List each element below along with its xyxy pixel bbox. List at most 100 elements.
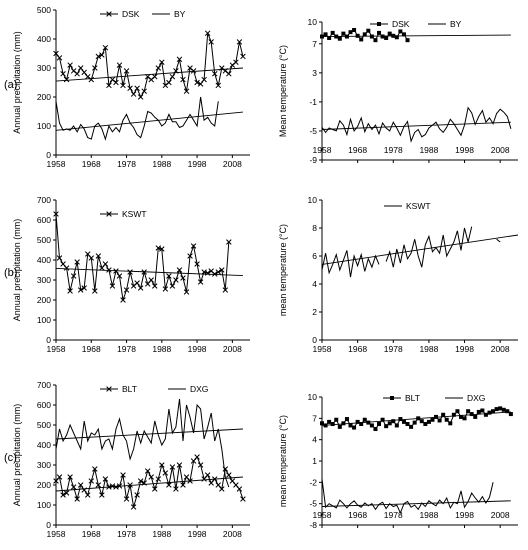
data-point-BLT xyxy=(162,470,169,476)
x-tick-label: 1968 xyxy=(82,344,101,354)
data-point-KSWT xyxy=(74,259,80,265)
data-point-BLT xyxy=(409,424,414,429)
data-point-BLT xyxy=(501,407,506,412)
data-point-DSK xyxy=(401,32,406,37)
data-point-BLT xyxy=(362,417,367,422)
data-point-BLT xyxy=(341,421,346,426)
data-point-BLT xyxy=(355,419,360,424)
data-point-DSK xyxy=(56,55,63,61)
y-tick-label: 10 xyxy=(308,195,318,205)
data-point-KSWT xyxy=(109,283,116,289)
data-point-BLT xyxy=(211,476,218,482)
data-point-DSK xyxy=(123,68,130,74)
data-point-DSK xyxy=(106,82,112,89)
trendline-BY xyxy=(321,121,511,130)
data-point-BLT xyxy=(63,490,70,496)
data-point-DSK xyxy=(197,81,204,87)
data-point-BLT xyxy=(226,472,232,478)
data-point-DSK xyxy=(137,94,144,100)
data-point-BLT xyxy=(176,462,183,468)
data-point-KSWT xyxy=(219,267,225,273)
data-point-BLT xyxy=(451,412,456,417)
x-tick-label: 1988 xyxy=(419,510,438,520)
data-point-KSWT xyxy=(81,285,87,291)
data-point-DSK xyxy=(60,71,66,77)
data-point-BLT xyxy=(487,410,492,415)
data-point-DSK xyxy=(215,82,222,89)
y-tick-label: 8 xyxy=(312,223,317,233)
data-point-BLT xyxy=(405,422,410,427)
data-point-BLT xyxy=(330,422,335,427)
data-point-DSK xyxy=(359,37,364,42)
data-point-DSK xyxy=(180,76,186,83)
data-point-DSK xyxy=(344,34,349,39)
data-point-BLT xyxy=(137,478,144,484)
data-point-DSK xyxy=(169,73,176,80)
data-point-BLT xyxy=(141,480,147,486)
data-point-DSK xyxy=(92,65,98,71)
data-point-BLT xyxy=(99,492,105,498)
data-point-DSK xyxy=(337,36,342,41)
data-point-BLT xyxy=(483,412,488,417)
y-tick-label: 7 xyxy=(312,413,317,423)
y-tick-label: -9 xyxy=(309,155,317,165)
x-tick-label: 1988 xyxy=(152,159,171,169)
data-point-BLT xyxy=(469,412,474,417)
data-point-BLT xyxy=(398,417,403,422)
series-line-KSWT xyxy=(321,226,501,278)
data-point-DSK xyxy=(240,53,246,60)
series-line-DXG xyxy=(321,478,494,515)
data-point-KSWT xyxy=(180,275,186,281)
data-point-DSK xyxy=(88,76,95,83)
x-tick-label: 1968 xyxy=(348,344,367,354)
legend-label-BY: BY xyxy=(450,19,462,29)
trendline-KSWT xyxy=(321,234,519,265)
data-point-DSK xyxy=(391,33,396,38)
x-tick-label: 1958 xyxy=(313,145,332,155)
y-tick-label: 600 xyxy=(37,215,51,225)
data-point-DSK xyxy=(77,65,84,71)
data-point-KSWT xyxy=(120,297,126,303)
data-point-DSK xyxy=(384,35,389,40)
x-tick-label: 1998 xyxy=(188,159,207,169)
data-point-KSWT xyxy=(197,279,204,285)
legend-label-KSWT: KSWT xyxy=(406,201,431,211)
data-point-BLT xyxy=(148,474,154,480)
data-point-BLT xyxy=(92,466,98,472)
data-point-KSWT xyxy=(226,239,232,245)
data-point-BLT xyxy=(180,482,186,488)
data-point-KSWT xyxy=(95,253,102,259)
data-point-DSK xyxy=(373,38,378,43)
data-point-BLT xyxy=(434,414,439,419)
y-tick-label: 6 xyxy=(312,251,317,261)
data-point-BLT xyxy=(401,419,406,424)
data-point-KSWT xyxy=(176,267,183,273)
data-point-BLT xyxy=(494,407,499,412)
x-tick-label: 1968 xyxy=(348,510,367,520)
data-point-BLT xyxy=(377,422,382,427)
data-point-DSK xyxy=(130,91,137,97)
data-point-BLT xyxy=(60,492,66,498)
data-point-DSK xyxy=(327,35,332,40)
data-point-DSK xyxy=(120,82,126,89)
data-point-DSK xyxy=(204,30,211,36)
legend-marker-BLT xyxy=(106,386,112,392)
data-point-DSK xyxy=(67,62,73,68)
legend-marker-DSK xyxy=(106,11,112,17)
y-tick-label: -5 xyxy=(309,126,317,136)
panel-label-c: (c) xyxy=(4,452,17,464)
data-point-BLT xyxy=(74,496,80,502)
legend-label-DXG: DXG xyxy=(190,384,208,394)
y-tick-label: 500 xyxy=(37,5,51,15)
x-tick-label: 1978 xyxy=(384,145,403,155)
data-point-DSK xyxy=(95,53,102,60)
data-point-DSK xyxy=(173,68,179,74)
data-point-DSK xyxy=(330,30,335,35)
data-point-BLT xyxy=(187,478,193,484)
data-point-KSWT xyxy=(152,283,158,289)
data-point-KSWT xyxy=(215,269,222,275)
data-point-KSWT xyxy=(159,246,165,252)
y-tick-label: 500 xyxy=(37,420,51,430)
